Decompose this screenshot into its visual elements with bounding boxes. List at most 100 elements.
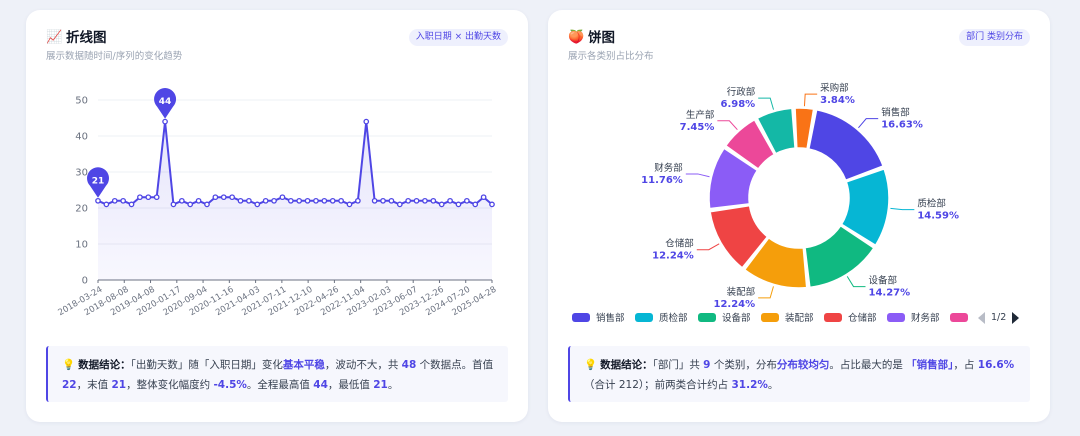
pie-card-title: 饼图 — [588, 30, 615, 46]
insight-text: ，波动不大，共 — [324, 359, 402, 371]
pie-slice — [743, 237, 808, 289]
data-point — [229, 194, 235, 201]
data-point — [95, 197, 101, 204]
insight-text: 「出勤天数」随「入职日期」变化 — [130, 359, 283, 371]
legend-item[interactable]: 质检部 — [635, 312, 688, 326]
marker-pin — [87, 167, 110, 198]
legend-swatch — [761, 313, 779, 322]
data-point — [279, 194, 286, 201]
data-point — [170, 201, 177, 208]
insight-top-category: 「销售部」 — [906, 359, 954, 371]
legend-item[interactable]: 财务部 — [887, 312, 940, 326]
data-point — [396, 201, 403, 208]
legend-item[interactable]: 销售部 — [572, 312, 625, 326]
legend-item-partial[interactable] — [950, 312, 974, 326]
pie-slice — [756, 107, 796, 155]
label-leader — [696, 243, 720, 251]
data-point — [137, 194, 143, 201]
insight-text: 。 — [387, 379, 399, 391]
label-leader — [717, 120, 738, 131]
y-tick-label: 30 — [75, 168, 88, 179]
marker-label: 44 — [159, 97, 172, 107]
data-point — [120, 197, 126, 204]
insight-text: （合计 212）；前两类合计约占 — [584, 379, 732, 391]
legend-label: 财务部 — [911, 313, 940, 324]
lightbulb-icon: 💡 — [584, 359, 598, 371]
insight-share: 16.6% — [977, 359, 1015, 371]
y-tick-label: 40 — [75, 132, 88, 143]
line-card-subtitle: 展示数据随时间/序列的变化趋势 — [46, 51, 183, 62]
legend-swatch — [950, 313, 968, 322]
data-point — [413, 197, 420, 204]
label-leader — [758, 97, 775, 110]
slice-category-label: 行政部 — [727, 86, 756, 98]
insight-max: 44 — [313, 379, 328, 391]
slice-category-label: 采购部 — [820, 82, 849, 94]
insight-text: ，整体变化幅度约 — [126, 379, 214, 391]
line-card-badge: 入职日期 × 出勤天数 — [408, 29, 508, 46]
insight-last: 21 — [111, 379, 127, 391]
insight-text: ，占 — [953, 359, 978, 371]
legend-item[interactable]: 设备部 — [698, 312, 751, 326]
legend-swatch — [635, 313, 653, 322]
slice-percent-label: 11.76% — [641, 175, 683, 186]
slice-percent-label: 14.59% — [917, 211, 959, 222]
pie-card-badge: 部门 类别分布 — [959, 29, 1030, 46]
data-point — [262, 197, 269, 204]
legend-item[interactable]: 装配部 — [761, 312, 814, 326]
label-leader — [803, 93, 818, 107]
data-point — [321, 197, 328, 204]
pie-slice — [709, 204, 769, 269]
pie-slice — [725, 119, 776, 170]
line-insight-box: 💡 数据结论：「出勤天数」随「入职日期」变化基本平稳，波动不大，共 48 个数据点… — [46, 346, 508, 402]
pie-insight-box: 💡 数据结论：「部门」共 9 个类别，分布分布较均匀。占比最大的是 「销售部」，占… — [568, 346, 1030, 402]
data-point — [405, 197, 412, 204]
data-point — [313, 197, 319, 204]
data-point — [447, 197, 453, 204]
data-point — [489, 201, 495, 208]
slice-category-label: 销售部 — [881, 107, 910, 119]
insight-text: 个类别，分布 — [710, 359, 777, 371]
series-line — [97, 120, 493, 206]
legend-item[interactable]: 仓储部 — [824, 312, 877, 326]
insight-label: 数据结论： — [600, 359, 653, 371]
data-point — [254, 201, 261, 208]
legend-label: 设备部 — [722, 313, 751, 324]
insight-min: 21 — [373, 379, 388, 391]
legend-swatch — [887, 313, 905, 322]
data-point — [430, 197, 437, 204]
data-point — [204, 201, 210, 208]
pie-slice — [804, 224, 875, 289]
slice-percent-label: 12.24% — [713, 299, 755, 310]
data-point — [363, 118, 370, 125]
pie-slice — [840, 168, 890, 247]
data-point — [287, 197, 294, 204]
legend-swatch — [572, 313, 590, 322]
data-point — [111, 197, 118, 204]
data-point — [304, 197, 311, 204]
data-point — [153, 194, 160, 201]
legend-label: 仓储部 — [848, 313, 877, 324]
data-point — [162, 118, 168, 125]
insight-top2: 31.2% — [731, 379, 768, 391]
label-leader — [846, 276, 866, 288]
legend-page-indicator: 1/2 — [991, 312, 1007, 323]
y-tick-label: 50 — [75, 96, 88, 107]
pie-chart-card: 🍑 饼图 部门 类别分布 展示各类别占比分布 销售部 16.63% 质检部 14.59… — [548, 10, 1050, 422]
data-point — [472, 201, 479, 208]
data-point — [388, 197, 395, 204]
legend-next-icon[interactable] — [1012, 312, 1020, 324]
legend-prev-icon[interactable] — [978, 312, 985, 324]
data-point — [422, 197, 428, 204]
slice-category-label: 质检部 — [917, 198, 946, 210]
slice-percent-label: 14.27% — [869, 288, 911, 299]
data-point — [178, 197, 185, 204]
slice-percent-label: 16.63% — [881, 120, 923, 131]
data-point — [338, 197, 344, 204]
data-point — [237, 197, 244, 204]
slice-category-label: 装配部 — [727, 286, 756, 298]
data-point — [271, 197, 277, 204]
slice-percent-label: 7.45% — [680, 122, 715, 133]
insight-change: -4.5% — [213, 379, 247, 391]
lightbulb-icon: 💡 — [62, 359, 76, 371]
